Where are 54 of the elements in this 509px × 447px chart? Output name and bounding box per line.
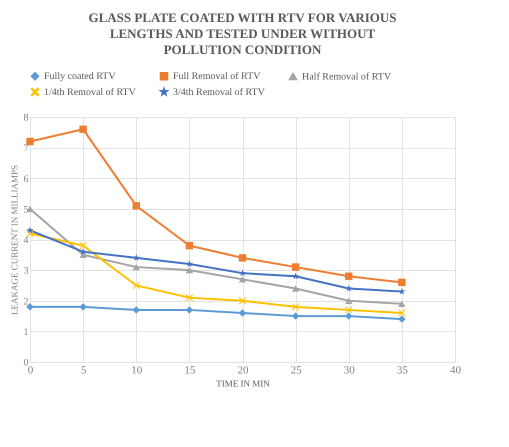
point	[132, 264, 140, 270]
point	[238, 254, 246, 262]
y-tick-label: 3	[24, 266, 28, 277]
point	[132, 306, 140, 314]
x-tick-label: 30	[344, 364, 356, 376]
point	[186, 294, 194, 302]
point	[79, 126, 87, 133]
x-tick-label: 20	[238, 364, 249, 376]
point	[238, 309, 246, 317]
y-tick-label: 0	[24, 358, 28, 368]
point	[345, 298, 352, 304]
point	[398, 300, 406, 308]
x-axis-title: TIME IN MIN	[216, 378, 270, 388]
point	[398, 309, 406, 317]
point	[79, 303, 87, 311]
point	[186, 260, 193, 268]
point	[292, 312, 300, 320]
x-tick-label: 5	[80, 364, 87, 376]
point	[132, 254, 140, 261]
legend-label: 1/4th Removal of RTV	[44, 87, 137, 98]
point	[398, 278, 406, 286]
point	[345, 306, 352, 314]
point	[345, 312, 352, 320]
point	[292, 263, 300, 271]
point	[292, 272, 300, 280]
point	[292, 285, 300, 292]
y-tick-label: 1	[24, 326, 28, 338]
point	[132, 282, 140, 290]
y-axis-title: LEAKAGE CURRENT IN MILLIAMPS	[10, 164, 20, 316]
x-tick-label: 40	[450, 364, 462, 376]
legend-label: Fully coated RTV	[44, 71, 116, 82]
point	[26, 303, 34, 311]
point	[186, 242, 194, 250]
point	[132, 202, 140, 210]
y-tick-label: 8	[24, 112, 28, 124]
point	[26, 226, 34, 234]
y-tick-label: 4	[24, 235, 28, 246]
legend-label: 3/4th Removal of RTV	[173, 87, 266, 98]
x-tick-label: 35	[396, 364, 408, 376]
x-tick-label: 10	[131, 364, 143, 376]
x-tick-label: 15	[184, 364, 196, 376]
point	[398, 288, 406, 295]
point	[398, 315, 406, 323]
y-tick-label: 6	[24, 174, 28, 185]
legend-label: Half Removal of RTV	[302, 71, 392, 82]
point	[79, 242, 87, 250]
point	[238, 276, 246, 283]
x-tick-label: 25	[290, 364, 302, 376]
point	[186, 266, 194, 274]
legend-label: Full Removal of RTV	[173, 71, 262, 82]
point	[186, 306, 194, 314]
y-tick-label: 2	[24, 296, 28, 308]
chart-title: GLASS PLATE COATED WITH RTV FOR VARIOUS LENGTHS AND TESTED UNDER WITHOUT POLLUTION CONDITION	[88, 10, 397, 57]
point	[345, 272, 352, 280]
